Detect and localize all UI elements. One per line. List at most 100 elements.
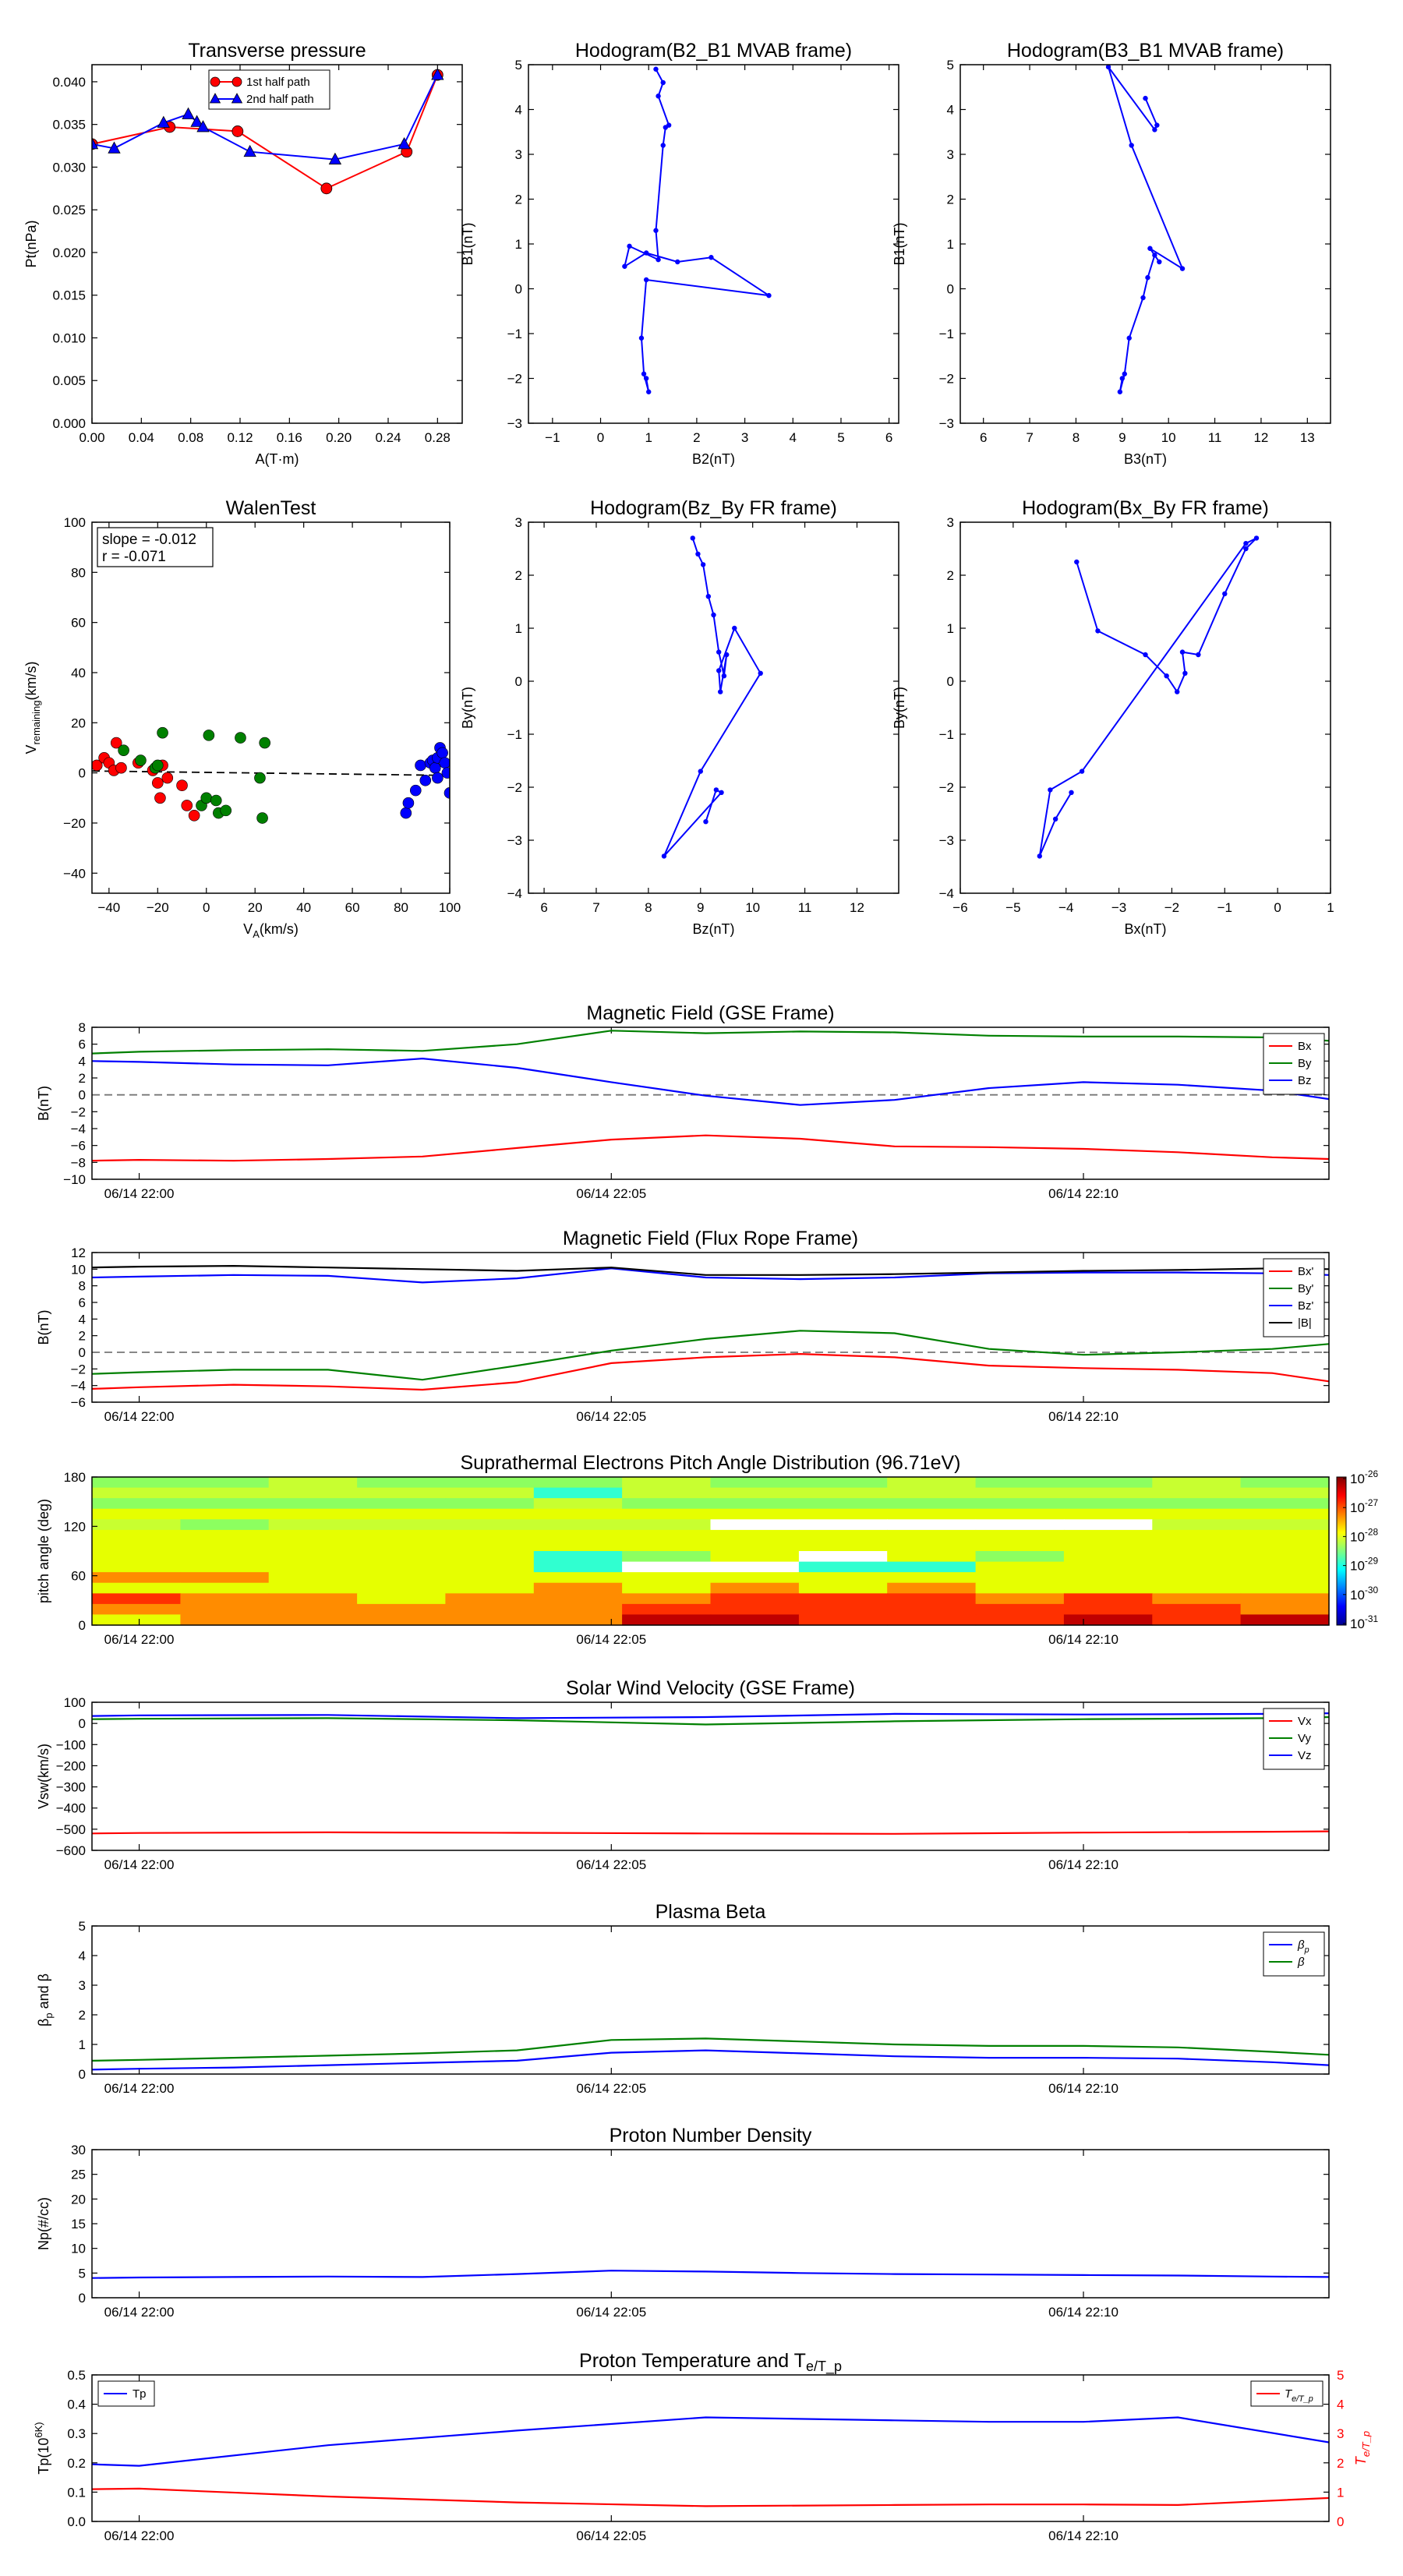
y-tick-label: 2 — [947, 568, 954, 583]
series-line — [92, 1134, 1329, 1162]
x-tick-label: −20 — [147, 900, 169, 915]
x-tick-label: 06/14 22:05 — [576, 1409, 646, 1424]
data-point — [641, 371, 647, 376]
y-tick-label: 10 — [71, 2242, 86, 2256]
data-point — [1048, 787, 1053, 793]
chart-title: Transverse pressure — [188, 40, 366, 62]
heatmap-cell — [887, 1561, 977, 1573]
chart-title: Hodogram(Bx_By FR frame) — [1022, 497, 1269, 519]
plot-area — [92, 1712, 1329, 1835]
x-tick-label: 06/14 22:05 — [576, 2528, 646, 2543]
data-point — [716, 649, 722, 655]
y-tick-label: −1 — [939, 327, 954, 341]
colorbar-label: 10-28 — [1350, 1526, 1378, 1544]
legend-label: Vz — [1298, 1749, 1312, 1762]
heatmap-cell — [92, 1529, 181, 1542]
y-tick-label: 0.015 — [52, 288, 86, 303]
y-tick-label: 0 — [515, 282, 522, 297]
panel-ts1: Magnetic Field (GSE Frame) −10 −8−6 −4 −20 2 4… — [36, 1002, 1330, 1201]
heatmap-cell — [268, 1614, 358, 1626]
heatmap-cell — [1063, 1529, 1153, 1542]
y-tick-label: −1 — [507, 727, 522, 742]
data-point — [709, 255, 714, 260]
y-tick-label: −8 — [71, 1155, 86, 1170]
x-tick-label: 06/14 22:00 — [104, 1857, 175, 1872]
plot-area — [92, 1264, 1329, 1391]
y-tick-label: 30 — [71, 2143, 86, 2157]
panel-ts2: Magnetic Field (Flux Rope Frame) −6−4 −2 02… — [36, 1228, 1330, 1424]
x-tick-label: 8 — [645, 900, 652, 915]
heatmap-cell — [975, 1551, 1065, 1563]
axes-frame — [91, 64, 463, 424]
heatmap-cell — [622, 1593, 712, 1605]
heatmap-cell — [357, 1529, 447, 1542]
heatmap-cell — [1063, 1603, 1153, 1616]
heatmap-cell — [975, 1603, 1065, 1616]
heatmap-cell — [887, 1551, 977, 1563]
heatmap-cell — [180, 1614, 270, 1626]
x-tick-label: −1 — [545, 430, 560, 445]
data-point — [432, 772, 444, 784]
heatmap-cell — [710, 1572, 800, 1584]
x-tick-label: 0 — [1274, 900, 1281, 915]
heatmap-cell — [1152, 1593, 1242, 1605]
heatmap-cell — [533, 1603, 623, 1616]
data-point — [1164, 673, 1169, 679]
data-point — [656, 94, 661, 99]
x-tick-label: 5 — [837, 430, 844, 445]
y-tick-label: 1 — [515, 237, 522, 252]
y-tick-label: 0.1 — [67, 2485, 86, 2500]
colorbar-label: 10-31 — [1350, 1613, 1378, 1631]
data-point — [643, 250, 649, 256]
heatmap-cell — [268, 1603, 358, 1616]
heatmap-cell — [887, 1540, 977, 1552]
heatmap-cell — [798, 1593, 888, 1605]
data-point — [256, 812, 268, 824]
heatmap-cell — [710, 1603, 800, 1616]
heatmap-cell — [1152, 1498, 1242, 1510]
y-tick-label: −6 — [71, 1395, 86, 1410]
x-tick-label: 06/14 22:00 — [104, 1186, 175, 1201]
stats-text: r = -0.071 — [102, 549, 166, 565]
x-tick-label: 6 — [885, 430, 892, 445]
stats-text: slope = -0.012 — [102, 532, 196, 548]
heatmap-cell — [710, 1551, 800, 1563]
plot-area — [622, 66, 772, 394]
y-tick-label: 12 — [71, 1246, 86, 1260]
data-point — [402, 797, 415, 809]
y-tick-label: 8 — [79, 1279, 86, 1294]
data-point — [400, 807, 412, 819]
axes-frame — [959, 64, 1331, 424]
x-tick-label: −5 — [1005, 900, 1020, 915]
y-tick-label: −2 — [71, 1362, 86, 1376]
heatmap-cell — [975, 1614, 1065, 1626]
y-tick-label: −2 — [939, 780, 954, 795]
heatmap-cell — [798, 1582, 888, 1594]
y-tick-label: 0 — [79, 766, 86, 781]
x-tick-label: 7 — [1026, 430, 1033, 445]
heatmap-cell — [445, 1540, 535, 1552]
y-tick-label: 5 — [79, 1919, 86, 1934]
y-tick-label-right: 1 — [1337, 2485, 1344, 2500]
heatmap-cell — [445, 1561, 535, 1573]
data-point — [660, 143, 666, 148]
axes-frame — [528, 64, 899, 424]
heatmap-cell — [533, 1540, 623, 1552]
legend-label: βp — [1297, 1938, 1309, 1955]
x-tick-label: 11 — [798, 900, 812, 915]
heatmap-cell — [622, 1508, 712, 1520]
panel-h1: Hodogram(B2_B1 MVAB frame) −1 0 1 2 3 4 5 6 −3 −2 −… — [460, 40, 899, 467]
heatmap-cell — [268, 1572, 358, 1584]
x-axis-label: Bz(nT) — [693, 921, 735, 937]
heatmap-cell — [1240, 1487, 1330, 1499]
series-line — [92, 1352, 1329, 1391]
data-point — [436, 747, 448, 759]
heatmap-cell — [533, 1614, 623, 1626]
x-tick-label: 06/14 22:05 — [576, 2081, 646, 2096]
y-tick-label: 60 — [71, 616, 86, 631]
legend-label: Bz — [1298, 1074, 1312, 1087]
x-tick-label: 13 — [1300, 430, 1315, 445]
heatmap-cell — [798, 1498, 888, 1510]
data-point — [1175, 689, 1180, 694]
legend-label: β — [1297, 1956, 1305, 1969]
